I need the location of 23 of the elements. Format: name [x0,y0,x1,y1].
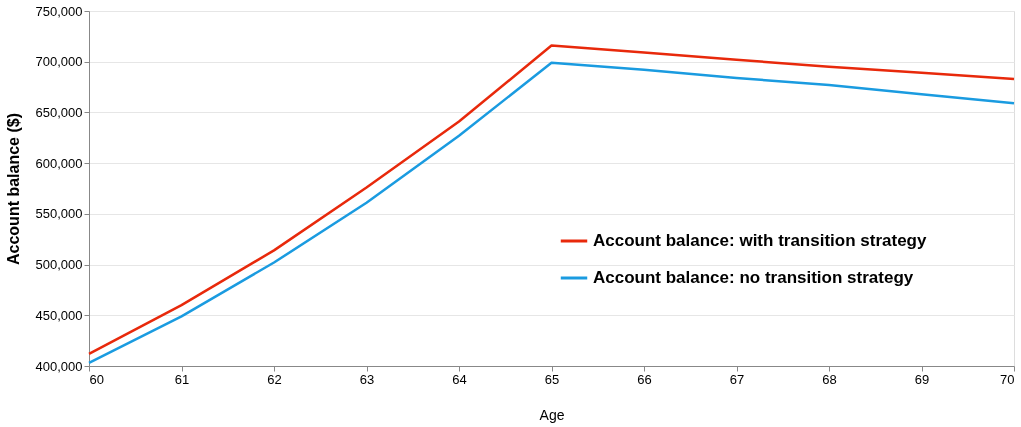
y-tick-label: 650,000 [35,104,83,120]
x-tick-label: 69 [914,371,930,387]
y-tick-label: 500,000 [35,257,83,273]
x-tick-label: 66 [637,371,652,387]
y-tick-label: 750,000 [35,3,83,19]
x-axis-title: Age [539,406,565,423]
x-tick-label: 62 [267,371,282,387]
x-tick-label: 65 [544,371,560,387]
legend-label: Account balance: with transition strategy [593,231,927,250]
x-tick-label: 63 [359,371,375,387]
x-tick-label: 70 [1000,371,1015,387]
x-tick-label: 67 [729,371,745,387]
y-tick-label: 450,000 [35,307,83,323]
x-tick-label: 68 [822,371,837,387]
x-tick-label: 60 [89,371,104,387]
y-tick-label: 400,000 [35,358,83,374]
y-tick-label: 550,000 [35,206,83,222]
x-tick-label: 64 [452,371,467,387]
y-axis-title: Account balance ($) [4,112,22,266]
y-tick-label: 600,000 [35,155,83,171]
y-tick-label: 700,000 [35,54,83,70]
legend-label: Account balance: no transition strategy [593,268,914,287]
x-tick-label: 61 [174,371,190,387]
